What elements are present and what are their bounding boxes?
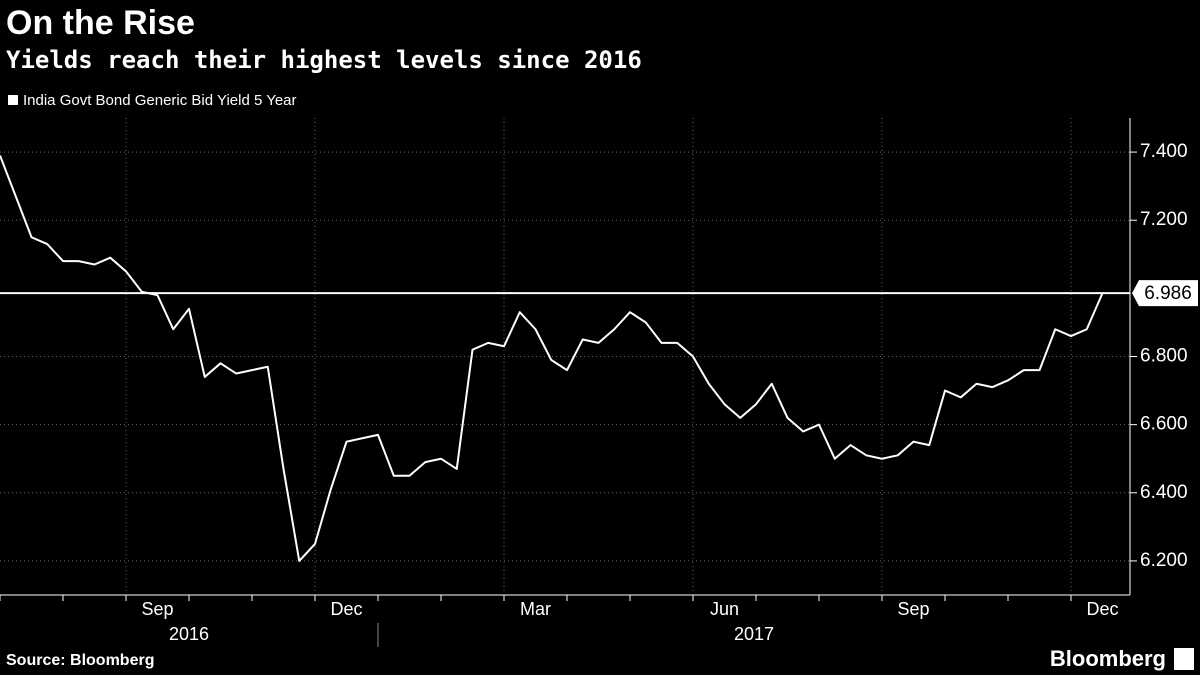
x-tick-label: Sep <box>897 599 929 619</box>
brand-icon <box>1174 648 1194 670</box>
brand: Bloomberg <box>1050 646 1166 671</box>
y-tick-label: 6.400 <box>1140 482 1188 503</box>
x-tick-label: Sep <box>141 599 173 619</box>
last-value-label: 6.986 <box>1144 283 1192 304</box>
x-tick-label: Dec <box>330 599 362 619</box>
legend-label: India Govt Bond Generic Bid Yield 5 Year <box>23 92 297 109</box>
chart-title: On the Rise <box>6 4 195 42</box>
source: Source: Bloomberg <box>6 652 154 669</box>
y-tick-label: 7.400 <box>1140 141 1188 162</box>
y-tick-label: 6.600 <box>1140 414 1188 435</box>
x-tick-label: Jun <box>710 599 739 619</box>
x-tick-label: Dec <box>1086 599 1118 619</box>
year-label: 2017 <box>734 624 774 644</box>
year-label: 2016 <box>169 624 209 644</box>
y-tick-label: 7.200 <box>1140 209 1188 230</box>
legend-swatch <box>8 95 18 105</box>
y-tick-label: 6.200 <box>1140 550 1188 571</box>
chart-subtitle: Yields reach their highest levels since … <box>6 46 642 74</box>
x-tick-label: Mar <box>520 599 551 619</box>
last-value-box <box>1132 280 1198 307</box>
y-tick-label: 6.800 <box>1140 346 1188 367</box>
series-line <box>0 155 1104 562</box>
